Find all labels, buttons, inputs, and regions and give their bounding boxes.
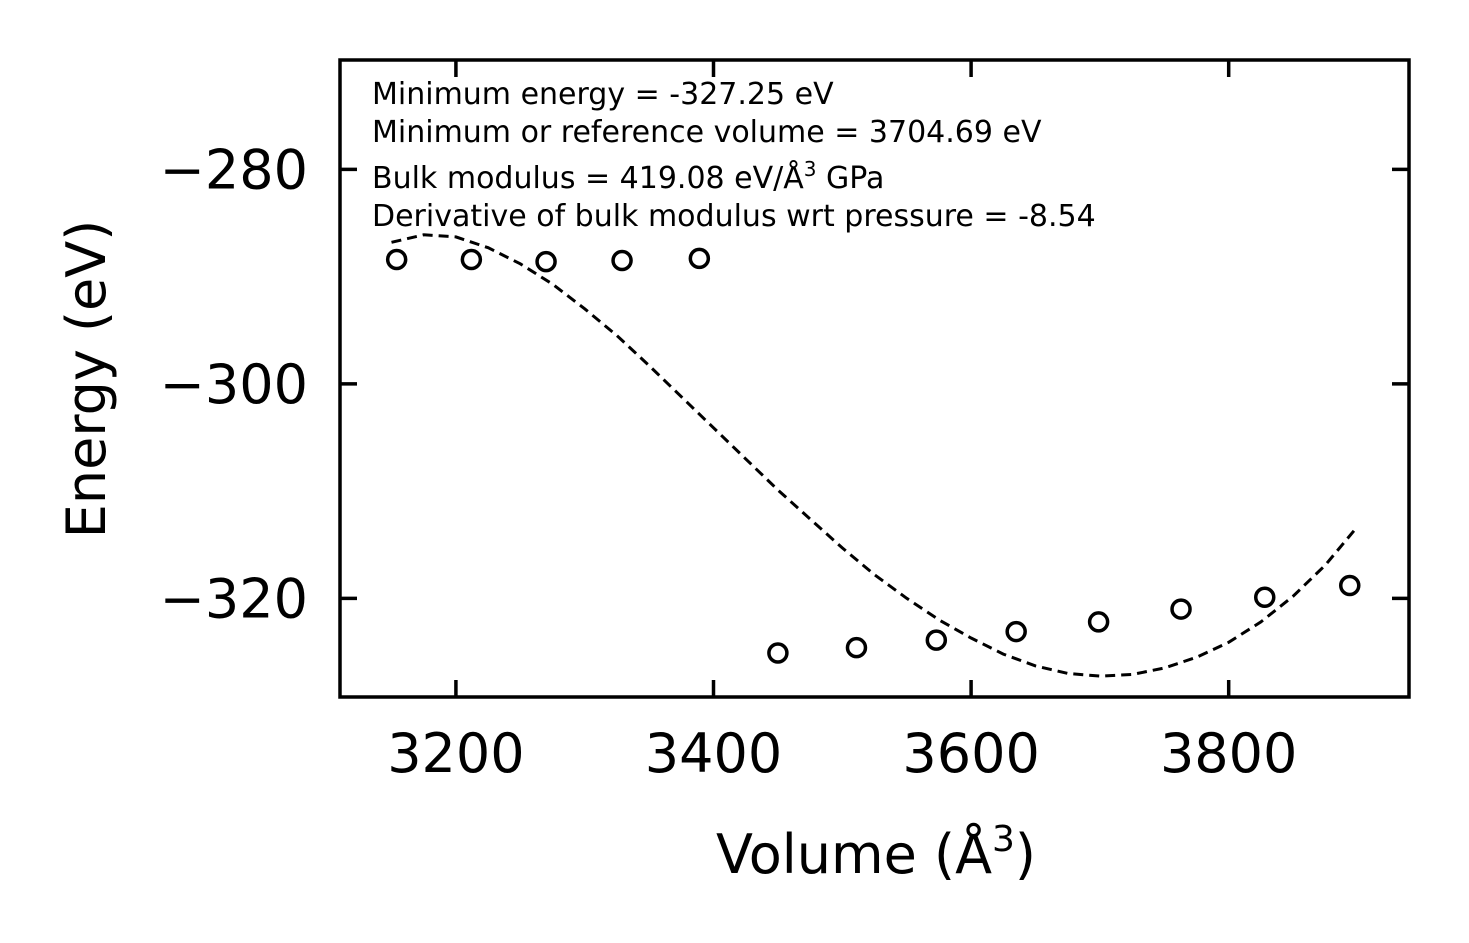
annotation-bulk-derivative: Derivative of bulk modulus wrt pressure … <box>372 199 1096 234</box>
x-axis-title-main: Volume (Å <box>716 822 992 886</box>
x-tick-label: 3800 <box>1160 722 1297 785</box>
x-tick-label: 3200 <box>387 722 524 785</box>
x-axis-title-sup: 3 <box>992 819 1015 860</box>
annotation-min-energy: Minimum energy = -327.25 eV <box>372 77 834 112</box>
x-axis-title-end: ) <box>1015 823 1036 886</box>
plot-frame <box>338 58 1411 699</box>
fit-curve <box>391 233 1359 678</box>
annotation-bulk-modulus-sup: 3 <box>804 157 817 181</box>
y-axis-title: Energy (eV) <box>55 220 118 539</box>
plot-area <box>338 58 1411 699</box>
annotation-bulk-modulus-main: Bulk modulus = 419.08 eV/Å <box>372 160 804 196</box>
data-point <box>1087 611 1110 633</box>
data-point <box>1339 574 1361 597</box>
data-point <box>925 629 948 651</box>
x-tick-label: 3400 <box>645 722 782 785</box>
data-point <box>688 247 711 270</box>
annotation-min-volume: Minimum or reference volume = 3704.69 eV <box>372 115 1042 150</box>
annotation-box: Minimum energy = -327.25 eV Minimum or r… <box>372 77 1096 234</box>
data-point <box>767 642 789 664</box>
data-point <box>1005 620 1027 643</box>
data-point <box>460 248 483 271</box>
annotation-bulk-modulus: Bulk modulus = 419.08 eV/Å3 GPa <box>372 157 884 196</box>
data-point <box>1253 586 1276 609</box>
data-point <box>535 250 557 273</box>
fit-curve-layer <box>391 233 1359 678</box>
y-tick-label: −320 <box>160 567 308 630</box>
x-axis-title: Volume (Å3) <box>716 819 1036 886</box>
annotation-bulk-modulus-unit: GPa <box>817 161 885 196</box>
data-point <box>385 248 408 271</box>
y-tick-label: −300 <box>160 353 308 416</box>
data-point <box>1170 598 1192 620</box>
data-point <box>845 636 868 659</box>
ticks-layer: 3200 3400 3600 3800 −280 −300 −320 <box>160 60 1409 785</box>
y-tick-label: −280 <box>160 138 308 201</box>
x-tick-label: 3600 <box>902 722 1039 785</box>
data-point <box>611 249 633 272</box>
data-points-layer <box>385 247 1361 664</box>
